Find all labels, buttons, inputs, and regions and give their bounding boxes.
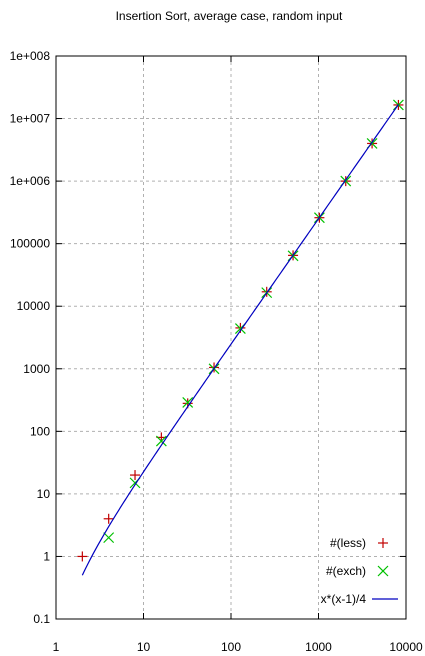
y-tick-label: 1e+008	[10, 49, 51, 63]
x-tick-label: 10	[137, 640, 151, 654]
chart-title: Insertion Sort, average case, random inp…	[116, 9, 343, 23]
y-tick-label: 1000	[23, 362, 50, 376]
y-tick-label: 10	[37, 487, 51, 501]
y-tick-label: 0.1	[33, 612, 50, 626]
legend-label: #(less)	[330, 536, 366, 550]
data-point	[155, 435, 167, 447]
data-point	[130, 470, 141, 481]
y-tick-label: 1e+007	[10, 112, 51, 126]
y-tick-label: 100000	[10, 237, 50, 251]
x-tick-label: 1000	[305, 640, 332, 654]
data-point	[182, 396, 194, 408]
data-point	[103, 532, 115, 544]
x-tick-label: 10000	[389, 640, 423, 654]
x-tick-label: 100	[221, 640, 241, 654]
y-tick-label: 1e+006	[10, 174, 51, 188]
legend-label: #(exch)	[326, 564, 366, 578]
x-tick-label: 1	[53, 640, 60, 654]
y-tick-label: 10000	[17, 299, 51, 313]
legend-swatch	[378, 538, 388, 548]
axis-ticks: 1 10 100 1000 100000.11101001000100001000001…	[10, 49, 423, 654]
data-point	[209, 362, 220, 373]
legend-label: x*(x-1)/4	[321, 592, 367, 606]
grid-lines	[56, 56, 406, 619]
series-line-2	[81, 104, 399, 576]
y-tick-label: 1	[43, 549, 50, 563]
data-point	[103, 513, 114, 524]
series	[77, 99, 404, 576]
legend-swatch	[377, 565, 389, 577]
legend: #(less) #(exch) x*(x-1)/4	[321, 536, 398, 606]
data-point	[77, 551, 88, 562]
y-tick-label: 100	[30, 424, 50, 438]
